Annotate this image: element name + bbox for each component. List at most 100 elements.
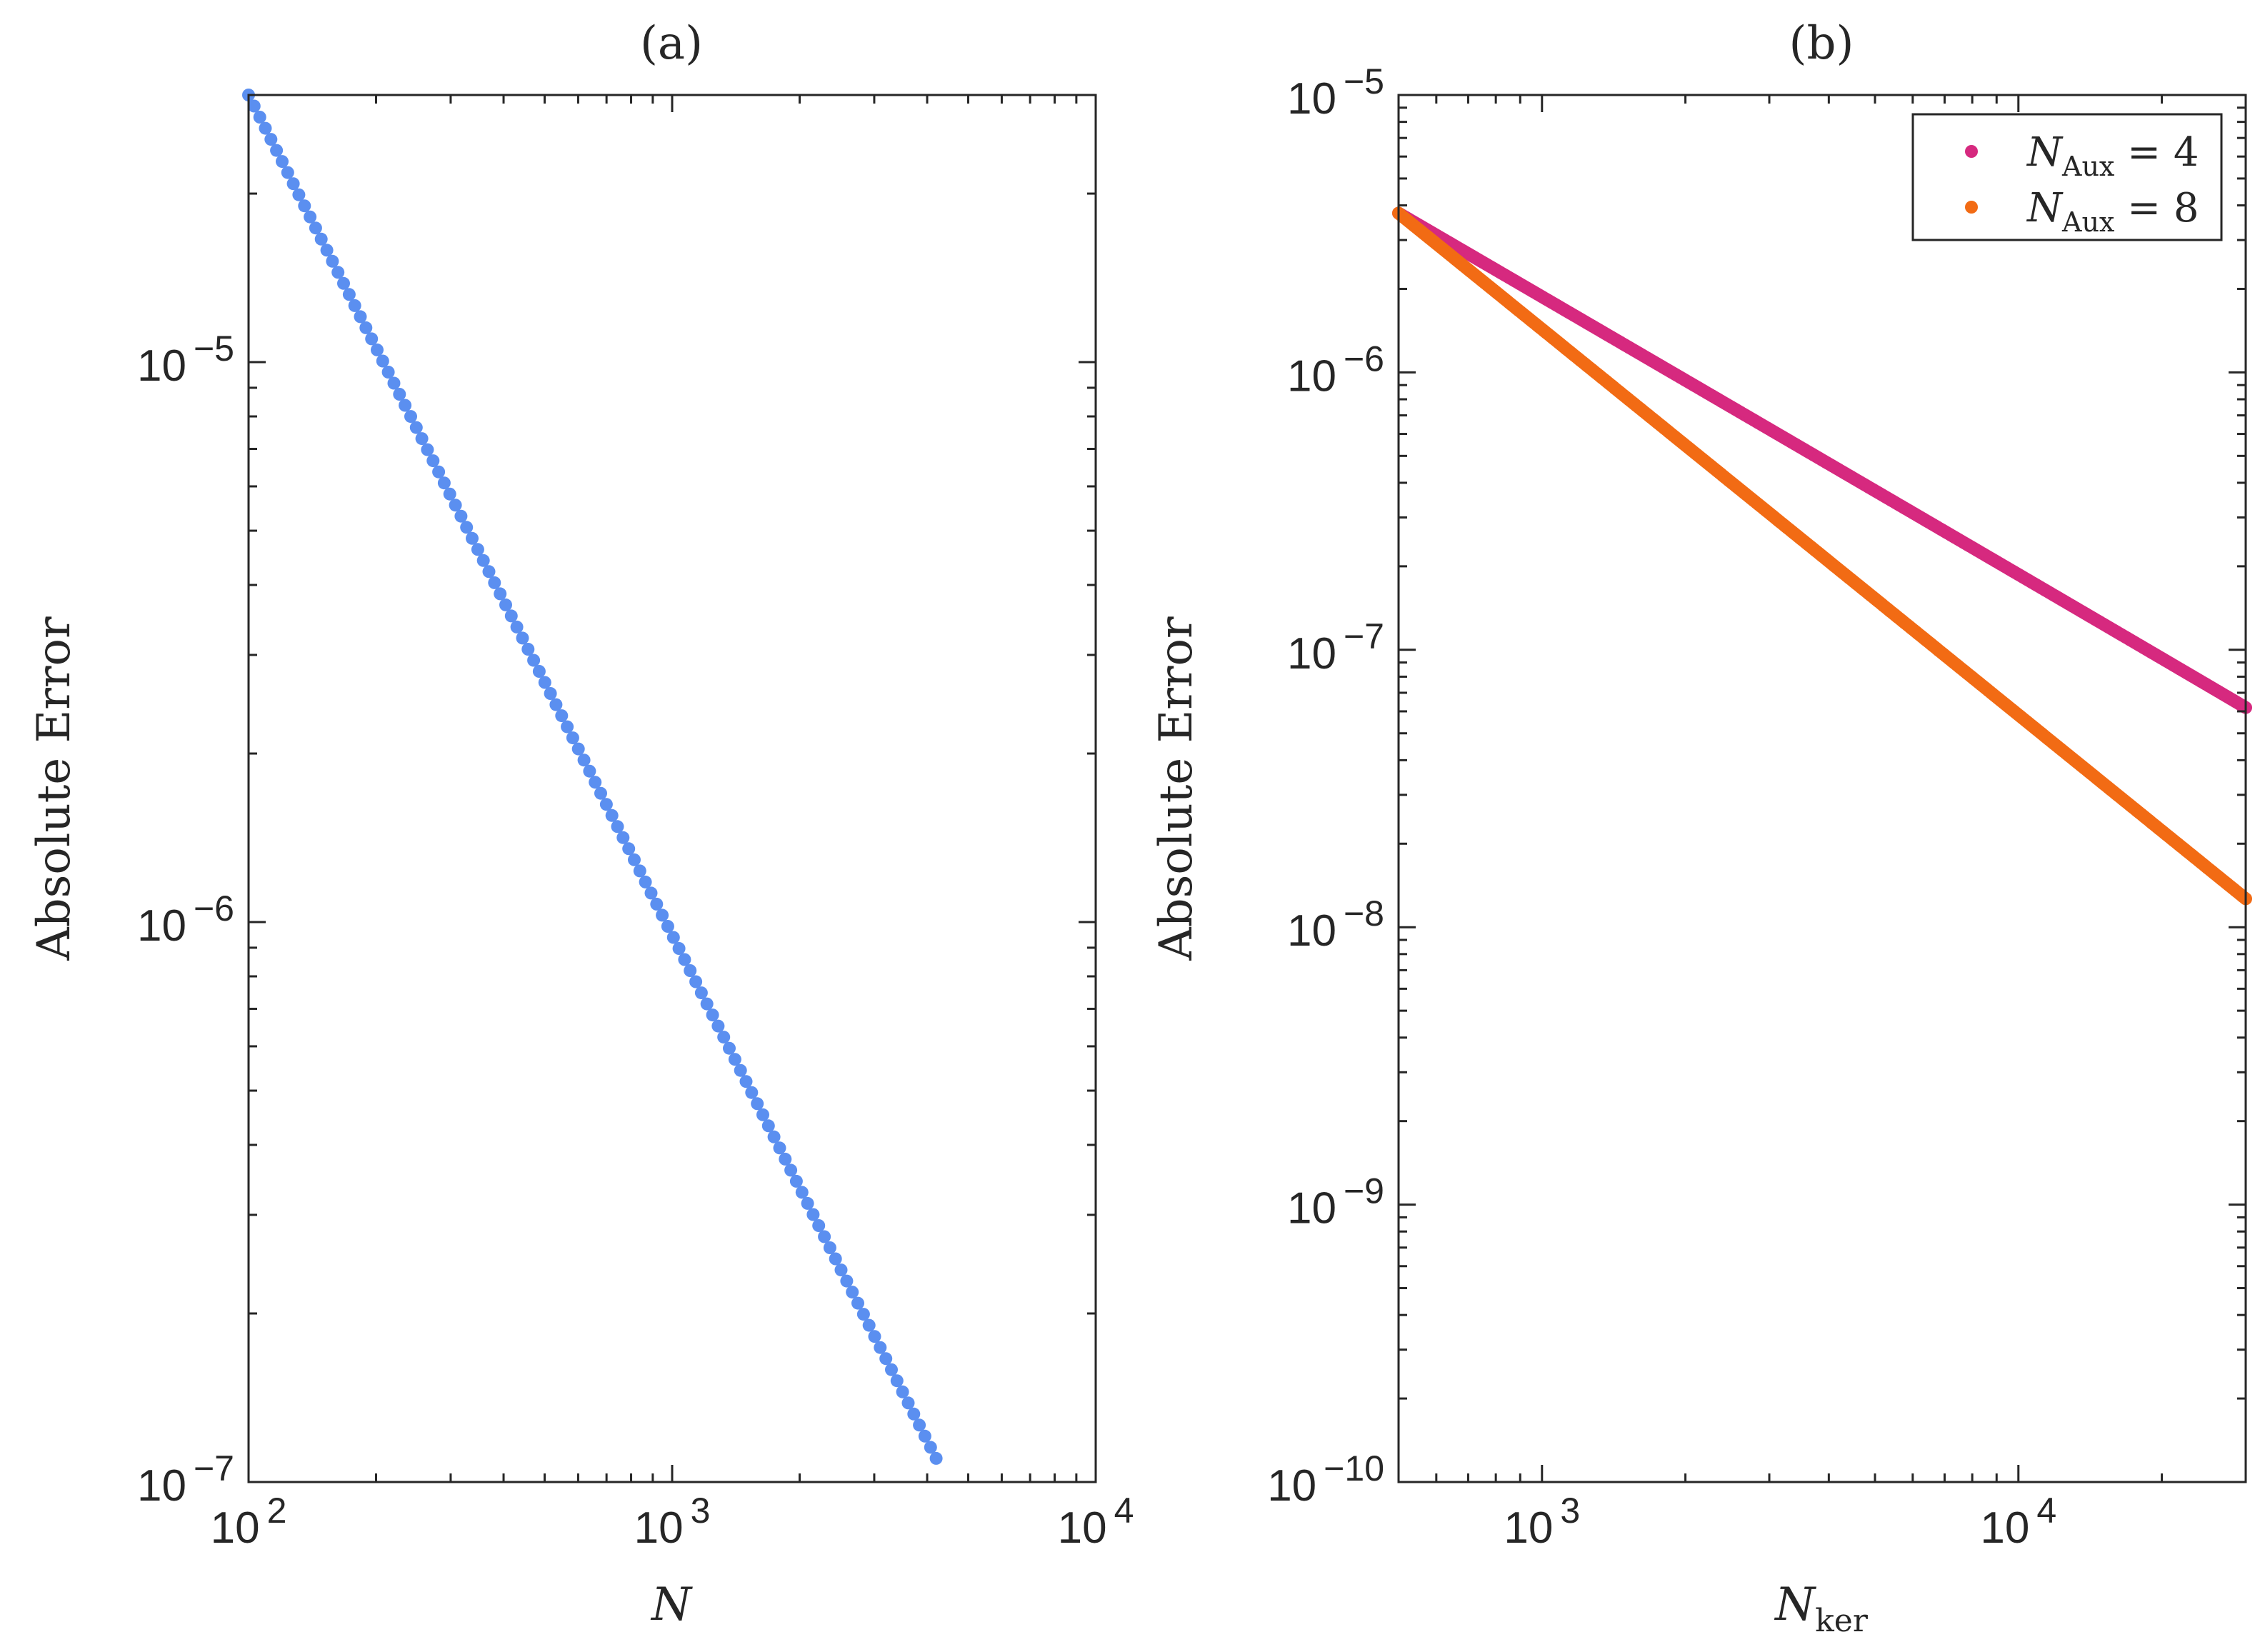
panel-b-series-naux-8 [1392,206,2252,906]
panel-a-series-point-21 [359,321,373,334]
panel-a-series-point-9 [292,188,306,201]
panel-a-series-point-97 [784,1163,798,1177]
panel-a-series-point-25 [381,366,395,379]
panel-a-series-point-4 [264,133,278,146]
panel-a-series-point-69 [628,853,641,866]
panel-a-series-point-59 [571,742,585,756]
panel-a-series-point-12 [309,221,322,235]
panel-b-ytick-label-0-base: 10 [1267,1461,1316,1511]
panel-a-series-point-96 [779,1152,792,1166]
panel-b-ytick-label-3: 10 −7 [1287,616,1384,679]
panel-a-series-point-70 [633,864,646,878]
panel-a-series-point-37 [449,499,462,512]
panel-a-series-point-2 [253,111,266,124]
panel-a-series-point-16 [331,266,345,279]
panel-b-ticks [1397,94,2247,1483]
panel-a-series-point-28 [399,399,412,412]
panel-b-xtick-label-0-exponent: 3 [1553,1491,1580,1531]
panel-a-series-point-40 [466,531,479,545]
panel-a-series-point-87 [728,1053,741,1066]
panel-a-ytick-label-1-exponent: −6 [186,888,234,928]
panel-a-series-point-120 [913,1418,926,1432]
legend-marker-naux-4 [1965,145,1978,158]
panel-a-series-point-116 [890,1374,904,1388]
panel-a-series-point-81 [694,986,708,1000]
panel-b-ytick-label-2: 10 −8 [1287,893,1384,956]
panel-a-series-point-36 [443,487,456,501]
panel-b-ytick-label-1-exponent: −9 [1336,1171,1384,1211]
panel-a-series-point-30 [409,421,423,434]
panel-a-series-point-32 [421,443,434,456]
panel-a-series-point-27 [393,388,406,401]
panel-b-series-naux-4 [1392,206,2252,714]
panel-b-ytick-label-5-exponent: −5 [1336,61,1384,101]
panel-a-series-point-7 [281,166,294,179]
panel-a-series-point-11 [304,210,317,224]
panel-a-series-point-54 [544,687,557,700]
panel-a-series-point-82 [700,997,714,1011]
panel-a-series-point-10 [298,199,311,213]
panel-a-series-point-115 [885,1363,898,1376]
panel-a-ticks [247,94,1097,1483]
panel-a-series-point-64 [599,798,613,811]
panel-a-series-point-50 [521,643,535,656]
panel-a-x-tick-labels: 10 2 10 3 10 4 [211,1491,1134,1553]
panel-a-series-point-24 [376,354,389,368]
panel-a-series-point-35 [437,476,451,490]
panel-b-ytick-label-4-exponent: −6 [1336,339,1384,379]
panel-b-ytick-label-2-base: 10 [1287,906,1336,956]
panel-a-series-point-122 [924,1441,937,1454]
panel-b-ytick-label-5: 10 −5 [1287,61,1384,124]
panel-a-series-point-117 [896,1385,909,1398]
panel-a-series-point-20 [354,310,367,324]
panel-a-y-axis-label: Absolute Error [28,616,81,961]
panel-a-series-point-15 [326,254,339,268]
panel-b-xtick-label-1: 10 4 [1980,1491,2056,1553]
panel-a-xtick-label-2: 10 4 [1058,1491,1134,1553]
panel-a-series-point-108 [846,1286,859,1299]
panel-a-series-point-3 [259,121,272,135]
panel-a-series-point-89 [739,1075,753,1088]
panel-a-series-point-103 [818,1230,831,1243]
panel-a-series-point-48 [510,620,524,634]
panel-a-series-point-85 [717,1031,731,1044]
panel-a-series-point-34 [432,465,446,479]
panel-b-ytick-label-5-base: 10 [1287,74,1336,124]
panel-b-ytick-label-3-exponent: −7 [1336,616,1384,656]
panel-a-series-point-84 [711,1019,725,1033]
panel-a-series-point-14 [320,244,334,257]
panel-a-series-point-75 [661,920,674,933]
panel-b-title: (b) [1789,17,1854,70]
panel-a-series-point-62 [589,776,602,789]
panel-a-xtick-label-2-base: 10 [1058,1503,1107,1553]
panel-a-series-point-47 [504,609,518,623]
panel-a-series-point-8 [286,177,300,191]
panel-a-series-point-88 [734,1063,747,1077]
panel-a-series-point-123 [929,1451,943,1465]
panel-a-series-point-41 [471,543,484,556]
panel-a-series-point-121 [918,1429,931,1443]
panel-a-series-point-1 [247,99,261,113]
panel-a-series-point-119 [907,1407,921,1421]
panel-b-ytick-label-4: 10 −6 [1287,339,1384,401]
panel-b-x-axis-label-main: N [1774,1578,1816,1631]
panel-a-series-point-83 [706,1008,719,1022]
panel-a-xtick-label-1: 10 3 [634,1491,711,1553]
panel-a-series-point-22 [365,332,379,346]
panel-a-series-point-79 [684,964,697,977]
panel-a-series-point-58 [566,731,579,745]
panel-a-series-point-92 [756,1108,769,1121]
legend-label-naux-8-main: N [2026,185,2064,231]
panel-b-xtick-label-1-base: 10 [1980,1503,2029,1553]
panel-b-ytick-label-2-exponent: −8 [1336,893,1384,933]
panel-a-series-point-5 [270,144,284,157]
legend-label-naux-4-main: N [2026,129,2064,176]
panel-b-y-axis-label: Absolute Error [1150,616,1203,961]
panel-a-series-point-68 [622,842,636,856]
panel-a-series-point-57 [561,720,574,734]
panel-a-series-point-118 [901,1396,915,1410]
panel-a-series-point-113 [874,1341,887,1354]
panel-a-series-point-77 [672,942,686,955]
